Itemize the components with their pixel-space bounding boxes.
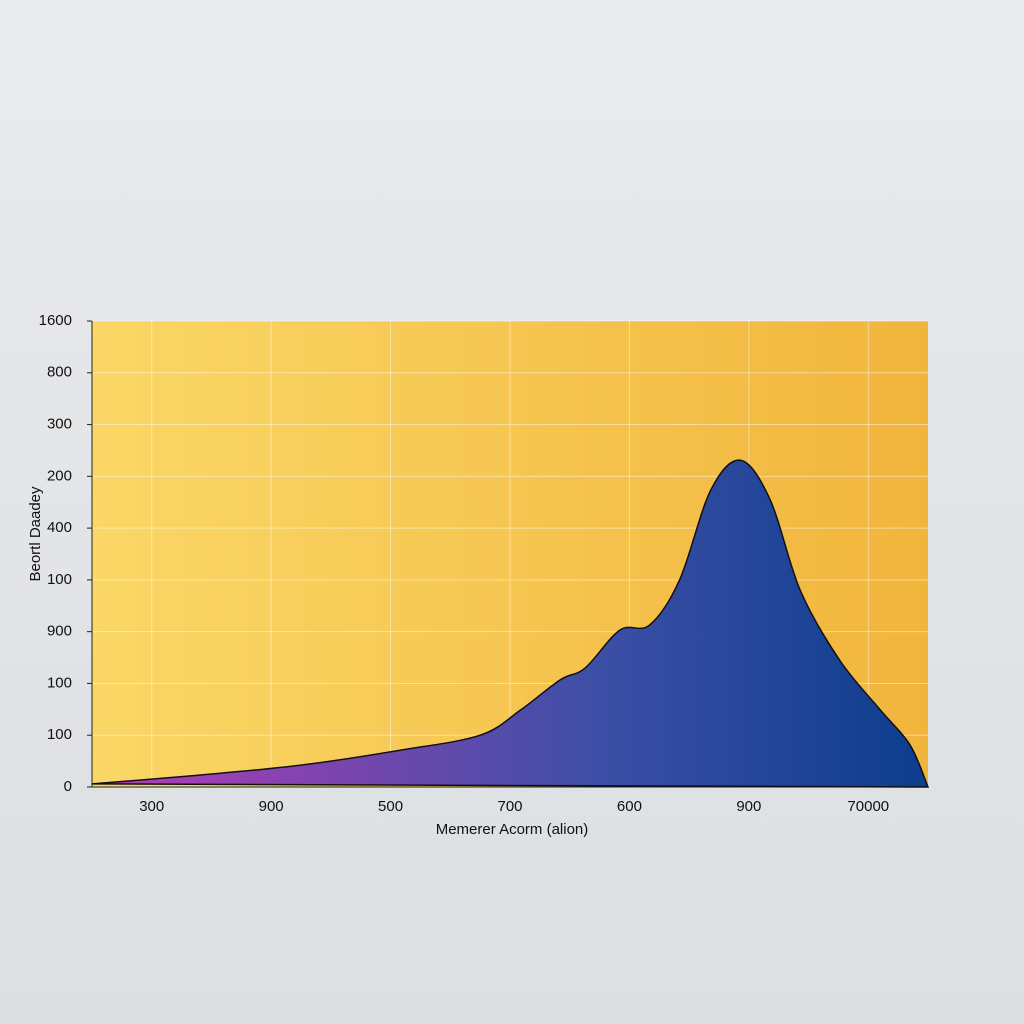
x-tick-label: 900	[736, 798, 761, 815]
y-tick-label: 100	[47, 571, 72, 588]
area	[91, 459, 930, 788]
y-tick-label: 100	[47, 726, 72, 743]
y-tick-label: 400	[47, 519, 72, 536]
x-tick-label: 500	[378, 798, 403, 815]
y-tick-label: 200	[47, 467, 72, 484]
x-tick-label: 600	[617, 798, 642, 815]
y-tick-label: 800	[47, 364, 72, 381]
x-tick-label: 300	[139, 798, 164, 815]
y-tick-label: 300	[47, 416, 72, 433]
x-axis-label: Memerer Acorm (alion)	[436, 821, 589, 838]
x-tick-label: 900	[259, 798, 284, 815]
y-axis-label: Beortl Daadey	[27, 486, 44, 582]
y-tick-label: 900	[47, 623, 72, 640]
x-tick-label: 700	[497, 798, 522, 815]
y-tick-label: 100	[47, 674, 72, 691]
y-tick-label: 0	[64, 778, 72, 795]
y-tick-label: 1600	[39, 312, 72, 329]
x-tick-label: 70000	[847, 798, 889, 815]
